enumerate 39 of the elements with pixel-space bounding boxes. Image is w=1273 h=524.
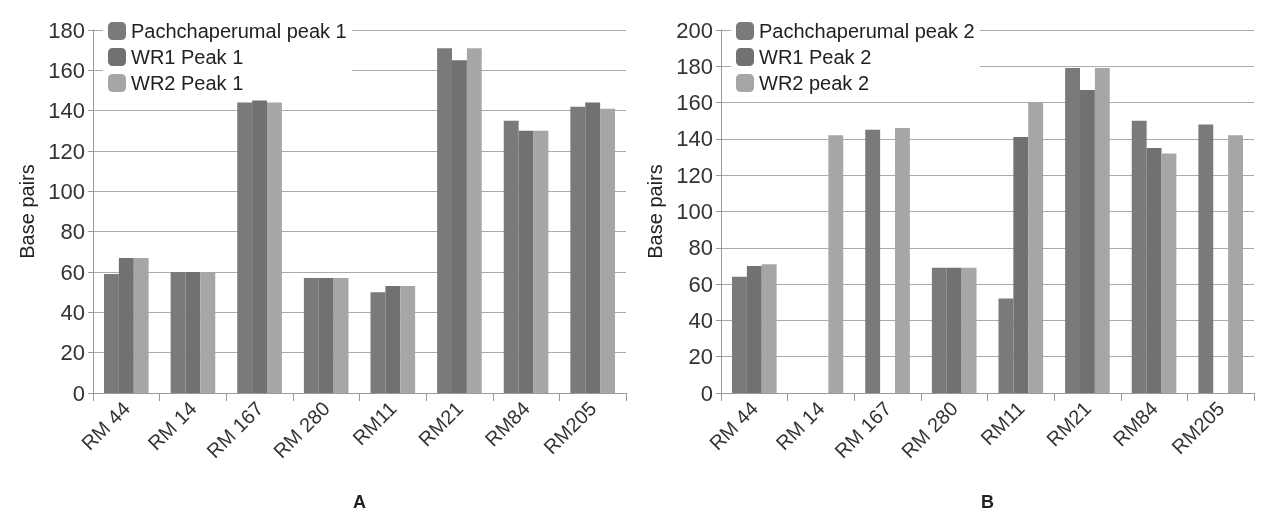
legend-label: WR2 peak 2	[759, 72, 870, 94]
x-tick-label: RM 14	[771, 397, 829, 455]
y-tick-label: 100	[676, 199, 713, 224]
y-tick-label: 0	[72, 380, 85, 406]
y-tick-label: 60	[60, 259, 85, 285]
legend-label: WR2 Peak 1	[131, 72, 244, 94]
y-tick-label: 180	[48, 17, 85, 43]
legend-label: WR1 Peak 2	[759, 46, 872, 68]
x-axis-title: B	[981, 492, 994, 512]
y-tick-label: 80	[688, 235, 713, 261]
y-tick-label: 80	[60, 219, 85, 245]
y-tick-label: 120	[676, 162, 713, 188]
y-axis-title: Base pairs	[16, 164, 39, 259]
y-tick-label: 200	[676, 17, 713, 43]
y-tick-label: 20	[688, 344, 713, 370]
legend-label: Pachchaperumal peak 1	[131, 20, 347, 42]
y-tick-label: 20	[60, 340, 85, 366]
legend-label: Pachchaperumal peak 2	[759, 20, 975, 42]
x-tick-label: RM 167	[830, 397, 896, 463]
x-tick-label: RM 280	[268, 397, 334, 463]
y-tick-label: 160	[676, 90, 713, 116]
bar	[1198, 124, 1214, 393]
y-tick-label: 160	[48, 57, 85, 83]
x-axis-title: A	[353, 492, 366, 512]
y-tick-label: 100	[48, 178, 85, 204]
y-axis-title: Base pairs	[644, 164, 667, 259]
x-tick-label: RM 280	[896, 397, 962, 463]
y-tick-label: 40	[688, 307, 713, 333]
x-tick-label: RM 14	[143, 397, 201, 455]
y-tick-label: 40	[60, 299, 85, 325]
bar	[865, 129, 881, 393]
y-tick-label: 180	[676, 53, 713, 79]
y-tick-label: 120	[48, 138, 85, 164]
y-tick-label: 140	[48, 98, 85, 124]
legend-label: WR1 Peak 1	[131, 46, 244, 68]
y-tick-label: 0	[700, 380, 713, 406]
y-tick-label: 60	[688, 271, 713, 297]
y-tick-label: 140	[676, 126, 713, 152]
x-tick-label: RM 167	[202, 397, 268, 463]
